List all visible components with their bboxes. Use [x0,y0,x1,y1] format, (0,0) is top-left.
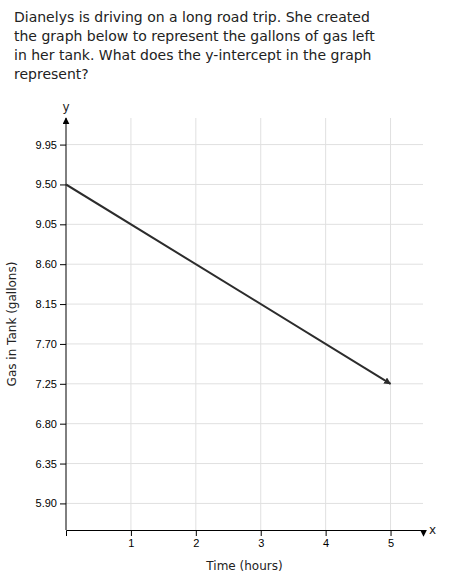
grid-line-y [66,144,423,145]
y-tick: 5.90 [36,497,66,509]
y-tick: 6.35 [36,458,66,470]
x-tick: 4 [323,530,329,549]
grid-line-y [66,343,423,344]
y-tick-label: 8.60 [36,258,57,270]
x-axis: 1 2 3 4 5 [67,530,424,549]
x-tick-mark [326,530,327,536]
x-tick-mark [391,530,392,536]
x-tick-label: 1 [128,537,134,549]
grid-line-x [390,118,391,530]
grid-line-y [66,503,423,504]
grid-line-y [66,304,423,305]
x-axis-line [67,531,424,537]
grid-line-x [260,118,261,530]
x-tick-label: 4 [323,537,329,549]
grid-line-y [66,224,423,225]
marks [66,184,391,383]
plot: 1 2 3 4 5 5.90 6.35 6.80 7.25 7.70 8.15 8.60 9.05 9.5… [5,100,436,573]
y-tick-label: 6.80 [36,418,57,430]
y-tick-label: 7.70 [36,338,57,350]
x-tick-mark [196,530,197,536]
y-axis-line [66,118,67,530]
grid-line-y [66,463,423,464]
y-tick: 6.80 [36,418,66,430]
title-line: in her tank. What does the y-intercept i… [14,47,372,63]
x-tick-label: 5 [388,537,394,549]
y-tick-mark [60,424,66,425]
grid [66,118,423,530]
x-tick-mark [131,530,132,536]
grid-line-y [66,423,423,424]
y-tick-mark [60,145,66,146]
x-tick: 2 [193,530,199,549]
grid-line-x [130,118,131,530]
y-tick: 7.70 [36,338,66,350]
grid-line-x [325,118,326,530]
y-tick-label: 5.90 [36,497,57,509]
y-tick-mark [60,224,66,225]
y-tick-label: 8.15 [36,298,57,310]
grid-line-y [66,383,423,384]
title-line: the graph below to represent the gallons… [14,28,375,44]
y-axis-title: Gas in Tank (gallons) [5,262,19,387]
y-tick-label: 6.35 [36,458,57,470]
y-tick-label: 9.95 [36,139,57,151]
y-tick-mark [60,384,66,385]
y-tick-mark [60,184,66,185]
title-line: represent? [14,66,89,82]
y-tick: 9.50 [36,178,66,190]
x-axis-end-label: x [429,523,436,537]
y-tick-mark [60,344,66,345]
x-tick: 5 [388,530,394,549]
y-tick: 9.95 [36,139,66,151]
y-tick: 9.05 [36,218,66,230]
y-tick: 7.25 [36,378,66,390]
x-tick-label: 3 [258,537,264,549]
x-tick-label: 2 [193,537,199,549]
y-tick-mark [60,464,66,465]
y-axis: 5.90 6.35 6.80 7.25 7.70 8.15 8.60 9.05 9.50 9.95 [36,118,66,530]
data-line [66,184,391,383]
y-tick-label: 9.05 [36,218,57,230]
x-tick: 3 [258,530,264,549]
x-tick-mark [261,530,262,536]
y-tick-mark [60,304,66,305]
y-tick-mark [60,503,66,504]
y-tick: 8.60 [36,258,66,270]
y-tick: 8.15 [36,298,66,310]
x-axis-title: Time (hours) [205,559,282,573]
chart: Dianelys is driving on a long road trip.… [0,0,449,582]
x-tick: 1 [128,530,134,549]
y-tick-label: 7.25 [36,378,57,390]
y-tick-label: 9.50 [36,178,57,190]
grid-line-y [66,184,423,185]
title-line: Dianelys is driving on a long road trip.… [14,9,370,25]
grid-line-x [195,118,196,530]
y-axis-end-label: y [62,100,69,114]
y-tick-mark [60,264,66,265]
title: Dianelys is driving on a long road trip.… [14,9,375,82]
grid-line-y [66,264,423,265]
